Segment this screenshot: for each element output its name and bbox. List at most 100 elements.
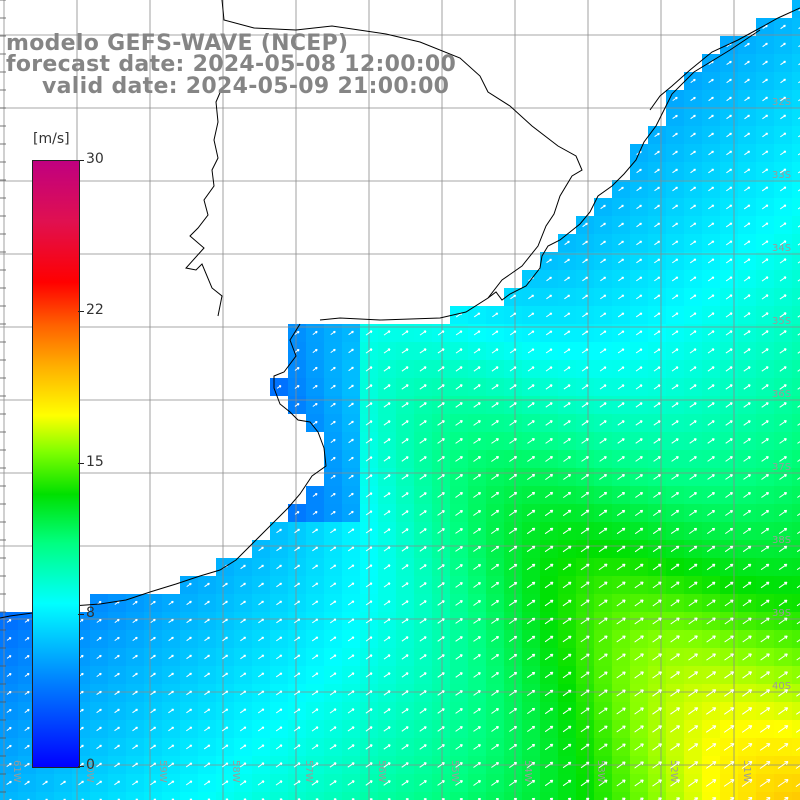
wind-speed-cell [144, 792, 162, 800]
wind-arrow [383, 762, 391, 768]
wind-arrow [743, 456, 751, 462]
wind-arrow [761, 348, 769, 354]
wind-arrow [688, 563, 698, 571]
wind-arrow [616, 563, 626, 571]
wind-arrow [491, 708, 499, 714]
wind-arrow [527, 689, 536, 697]
wind-arrow [419, 420, 427, 426]
wind-arrow [401, 672, 409, 678]
wind-arrow [330, 384, 336, 390]
wind-arrow [705, 761, 717, 769]
wind-arrow [653, 366, 661, 372]
wind-arrow [509, 438, 517, 444]
wind-arrow [653, 312, 661, 318]
wind-arrow [419, 654, 427, 660]
wind-arrow [455, 780, 463, 786]
wind-arrow [383, 564, 391, 570]
wind-arrow [204, 618, 210, 624]
wind-arrow [743, 276, 751, 282]
wind-arrow [688, 725, 699, 733]
wind-arrow [690, 186, 697, 192]
wind-arrow [24, 708, 30, 714]
wind-arrow [760, 617, 770, 625]
wind-arrow [599, 348, 607, 354]
wind-speed-cell [648, 792, 666, 800]
wind-arrow [78, 780, 84, 786]
wind-speed-cell [234, 792, 252, 800]
wind-arrow [780, 78, 786, 84]
wind-arrow [312, 348, 318, 354]
wind-arrow [383, 366, 391, 372]
model-title: modelo GEFS-WAVE (NCEP) [6, 31, 349, 56]
wind-arrow [690, 114, 696, 120]
wind-arrow [600, 258, 607, 264]
wind-arrow [725, 456, 733, 462]
wind-arrow [726, 150, 733, 156]
wind-arrow [508, 545, 518, 553]
wind-arrow [329, 672, 337, 678]
wind-arrow [725, 222, 733, 228]
wind-arrow [796, 675, 800, 679]
wind-arrow [204, 654, 210, 660]
wind-arrow [455, 474, 463, 480]
wind-arrow [798, 81, 800, 84]
wind-arrow [419, 546, 427, 552]
wind-speed-cell [576, 792, 594, 800]
wind-arrow [455, 528, 463, 534]
wind-arrow [348, 402, 354, 408]
longitude-label: 61W [11, 760, 22, 783]
wind-arrow [473, 420, 481, 426]
wind-arrow [563, 420, 571, 426]
longitude-label: 52W [668, 760, 679, 783]
wind-arrow [742, 617, 752, 625]
wind-arrow [491, 509, 500, 517]
wind-arrow [708, 168, 715, 174]
wind-arrow [437, 690, 445, 696]
wind-arrow [330, 348, 336, 354]
wind-speed-cell [792, 684, 800, 702]
wind-arrow [796, 639, 800, 643]
wind-arrow [689, 510, 698, 516]
wind-arrow [239, 780, 247, 786]
longitude-label: 58W [230, 760, 241, 783]
wind-arrow [168, 654, 174, 660]
wind-arrow [455, 762, 463, 768]
wind-arrow [455, 366, 463, 372]
wind-arrow [725, 258, 733, 264]
wind-arrow [24, 691, 30, 695]
wind-arrow [347, 690, 355, 696]
wind-arrow [365, 492, 373, 498]
wind-arrow [455, 438, 463, 444]
wind-arrow [708, 78, 714, 84]
wind-arrow [725, 474, 733, 480]
wind-arrow [761, 204, 769, 210]
wind-arrow [744, 186, 751, 192]
wind-arrow [747, 797, 753, 800]
wind-arrow [777, 743, 789, 751]
wind-arrow [509, 384, 517, 390]
wind-arrow [258, 672, 265, 678]
wind-arrow [203, 762, 211, 768]
wind-arrow [312, 564, 319, 570]
wind-arrow [365, 600, 373, 606]
wind-arrow [618, 186, 624, 192]
wind-arrow [204, 600, 210, 606]
wind-speed-cell [792, 342, 800, 360]
wind-arrow [348, 510, 354, 516]
wind-arrow [777, 725, 789, 733]
wind-speed-cell [486, 792, 504, 800]
wind-arrow [276, 600, 283, 606]
wind-arrow [636, 258, 643, 264]
wind-arrow [527, 725, 536, 733]
wind-arrow [509, 635, 518, 643]
wind-arrow [329, 780, 337, 786]
wind-speed-cell [792, 36, 800, 54]
wind-arrow [779, 168, 787, 174]
wind-speed-cell [756, 792, 774, 800]
wind-arrow [455, 636, 463, 642]
wind-arrow [293, 690, 301, 696]
wind-arrow [652, 653, 662, 661]
wind-arrow [780, 132, 787, 138]
wind-arrow [688, 671, 699, 679]
wind-arrow [672, 204, 679, 210]
